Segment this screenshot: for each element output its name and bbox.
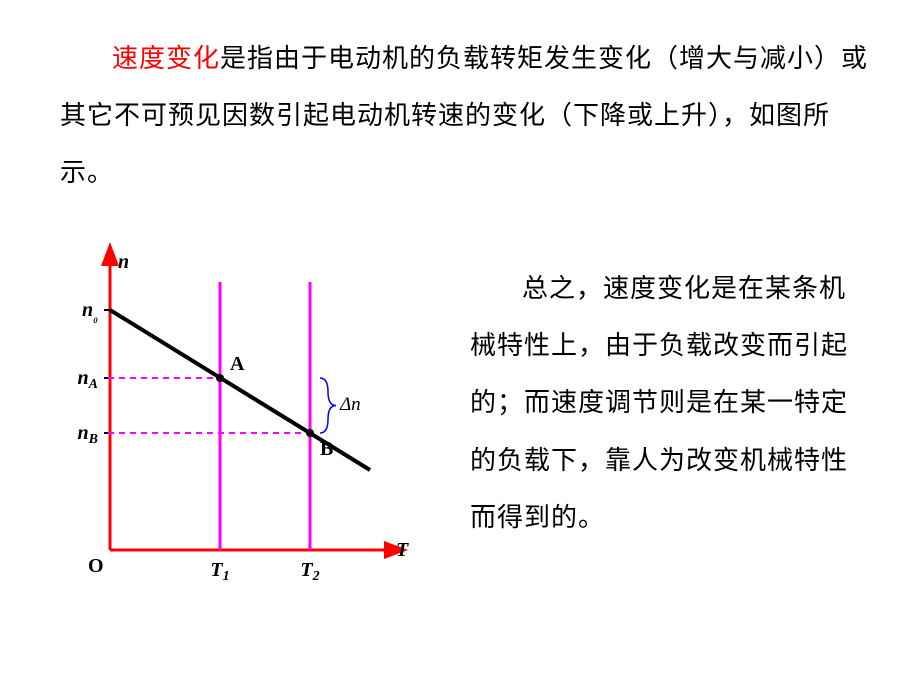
y-tick-label: n₀: [82, 299, 98, 324]
x-axis-label: T: [396, 539, 409, 561]
paragraph-2: 总之，速度变化是在某条机械特性上，由于负载改变而引起的；而速度调节则是在某一特定…: [470, 260, 870, 546]
paragraph-1: 速度变化是指由于电动机的负载转矩发生变化（增大与减小）或其它不可预见因数引起电动…: [60, 30, 870, 202]
y-tick-label: nA: [78, 367, 98, 392]
para2-text: 总之，速度变化是在某条机械特性上，由于负载改变而引起的；而速度调节则是在某一特定…: [470, 274, 848, 532]
point-marker: [216, 374, 224, 382]
x-tick-label: T1: [210, 559, 229, 584]
point-label: A: [230, 353, 245, 375]
brace: [320, 378, 336, 433]
point-label: B: [320, 438, 333, 460]
y-axis-label: n: [118, 251, 129, 273]
y-tick-label: nB: [78, 422, 98, 447]
x-tick-label: T2: [300, 559, 319, 584]
highlight-term: 速度变化: [112, 44, 220, 73]
point-marker: [306, 429, 314, 437]
delta-label: Δn: [339, 394, 361, 415]
speed-torque-chart: n T On₀ nA nB T1 T2 A B Δn: [50, 230, 430, 610]
origin-label: O: [88, 555, 104, 577]
